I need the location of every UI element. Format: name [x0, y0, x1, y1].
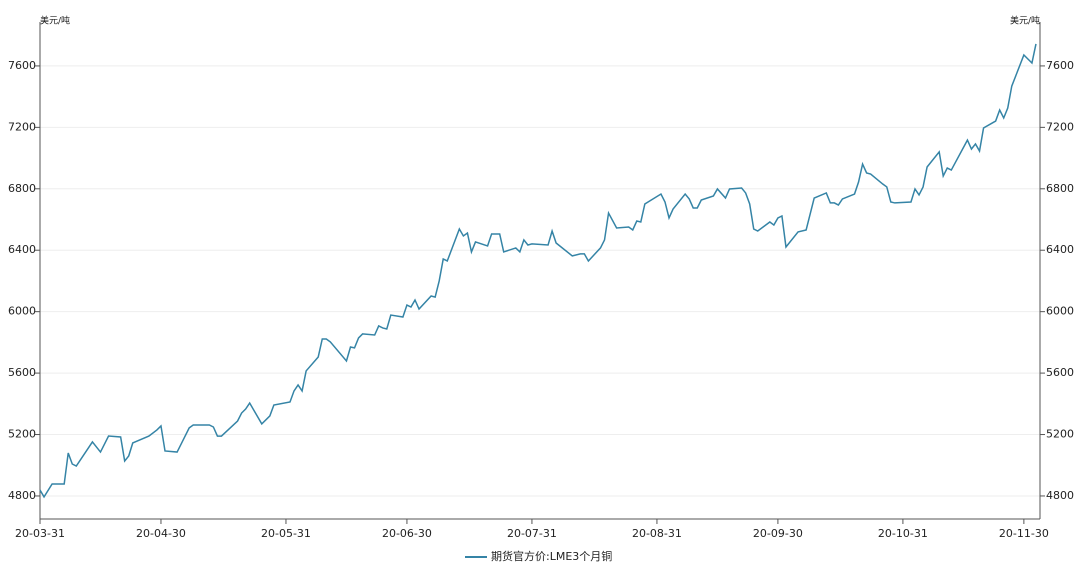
y2-tick-label: 7200 — [1046, 120, 1074, 133]
y-tick-label: 7600 — [8, 59, 36, 72]
x-tick-label: 20-05-31 — [261, 527, 311, 540]
y-tick-label: 6800 — [8, 182, 36, 195]
x-tick-label: 20-07-31 — [507, 527, 557, 540]
x-tick-label: 20-11-30 — [999, 527, 1049, 540]
x-tick-label: 20-04-30 — [136, 527, 186, 540]
y2-tick-label: 7600 — [1046, 59, 1074, 72]
y2-tick-label: 5600 — [1046, 366, 1074, 379]
x-tick-label: 20-03-31 — [15, 527, 65, 540]
y-tick-label: 6000 — [8, 305, 36, 318]
y-tick-label: 7200 — [8, 120, 36, 133]
y2-tick-label: 6400 — [1046, 243, 1074, 256]
legend-label: 期货官方价:LME3个月铜 — [491, 549, 612, 563]
y-tick-label: 4800 — [8, 489, 36, 502]
y2-tick-label: 6000 — [1046, 305, 1074, 318]
x-tick-label: 20-06-30 — [382, 527, 432, 540]
x-tick-label: 20-09-30 — [753, 527, 803, 540]
y-axis-unit: 美元/吨 — [40, 15, 70, 27]
y2-tick-label: 4800 — [1046, 489, 1074, 502]
y2-axis-unit: 美元/吨 — [1010, 15, 1040, 27]
y-tick-label: 5600 — [8, 366, 36, 379]
x-tick-label: 20-10-31 — [878, 527, 928, 540]
y-tick-label: 6400 — [8, 243, 36, 256]
y2-tick-label: 5200 — [1046, 428, 1074, 441]
series-line — [39, 43, 1037, 499]
x-tick-label: 20-08-31 — [632, 527, 682, 540]
y2-tick-label: 6800 — [1046, 182, 1074, 195]
y-tick-label: 5200 — [8, 428, 36, 441]
